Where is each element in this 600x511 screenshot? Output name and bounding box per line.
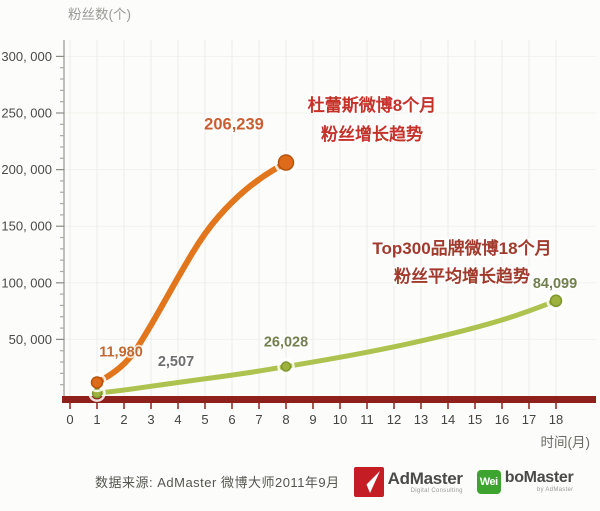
x-tick-label: 10 — [333, 412, 347, 427]
y-tick-label: 50, 000 — [9, 332, 52, 347]
x-tick-label: 4 — [174, 412, 181, 427]
x-axis-title: 时间(月) — [541, 435, 591, 450]
point-value-label: 11,980 — [99, 344, 143, 360]
x-tick-label: 13 — [414, 412, 428, 427]
annotation-line: 粉丝平均增长趋势 — [394, 266, 530, 286]
y-axis-title: 粉丝数(个) — [68, 7, 131, 22]
x-tick-label: 16 — [495, 412, 509, 427]
x-tick-label: 2 — [120, 412, 127, 427]
y-tick-label: 150, 000 — [1, 219, 52, 234]
footer: 数据来源: AdMaster 微博大师2011年9月 AdMaster Digi… — [0, 452, 600, 511]
x-tick-label: 18 — [549, 412, 563, 427]
x-tick-label: 1 — [93, 412, 100, 427]
x-tick-label: 17 — [522, 412, 536, 427]
admaster-logo-tagline: Digital Consulting — [410, 487, 463, 494]
x-tick-label: 5 — [201, 412, 208, 427]
series-marker-top300 — [280, 361, 292, 372]
series-marker-halo-top300 — [546, 291, 566, 311]
x-axis-band — [62, 396, 596, 403]
admaster-logo-name: AdMaster — [387, 468, 463, 488]
annotation-line: Top300品牌微博18个月 — [372, 238, 551, 258]
x-tick-label: 11 — [360, 412, 374, 427]
x-tick-label: 7 — [255, 412, 262, 427]
x-tick-label: 14 — [441, 412, 455, 427]
series-marker-halo-durex — [87, 372, 107, 393]
x-tick-label: 15 — [468, 412, 482, 427]
series-marker-durex — [277, 154, 295, 171]
annotation-line: 粉丝增长趋势 — [321, 124, 423, 144]
data-source-text: 数据来源: AdMaster 微博大师2011年9月 — [95, 475, 340, 490]
point-value-label: 2,507 — [158, 354, 194, 370]
x-tick-label: 8 — [282, 412, 289, 427]
series-line-durex — [94, 159, 289, 386]
y-tick-label: 200, 000 — [1, 162, 52, 177]
point-value-label: 84,099 — [533, 276, 577, 292]
x-tick-label: 9 — [309, 412, 316, 427]
series-marker-top300 — [549, 294, 563, 308]
annotation-line: 杜蕾斯微博8个月 — [308, 95, 436, 115]
series-marker-halo-top300 — [277, 357, 295, 376]
admaster-logo: AdMaster Digital Consulting — [353, 466, 463, 497]
point-value-label: 206,239 — [204, 116, 264, 134]
x-tick-label: 3 — [147, 412, 154, 427]
x-tick-label: 6 — [228, 412, 235, 427]
series-marker-durex — [90, 376, 104, 389]
x-tick-label: 0 — [66, 412, 73, 427]
weibomaster-logo-tagline: by AdMaster — [536, 487, 574, 493]
x-tick-label: 12 — [387, 412, 401, 427]
fans-growth-chart: 50, 000 100, 000 150, 000 200, 000 250, 000 3… — [1, 7, 596, 450]
y-tick-label: 100, 000 — [1, 275, 52, 290]
point-value-label: 26,028 — [264, 335, 308, 351]
admaster-arrow-icon — [353, 466, 384, 497]
series-line-top300 — [94, 298, 559, 396]
series-marker-halo-durex — [274, 150, 298, 175]
y-tick-label: 300, 000 — [1, 49, 52, 64]
y-tick-label: 250, 000 — [1, 106, 52, 121]
weibomaster-logo: Wei boMaster by AdMaster — [476, 469, 574, 494]
weibomaster-logo-name: boMaster — [504, 469, 574, 486]
weibomaster-wei-icon: Wei — [476, 469, 501, 494]
